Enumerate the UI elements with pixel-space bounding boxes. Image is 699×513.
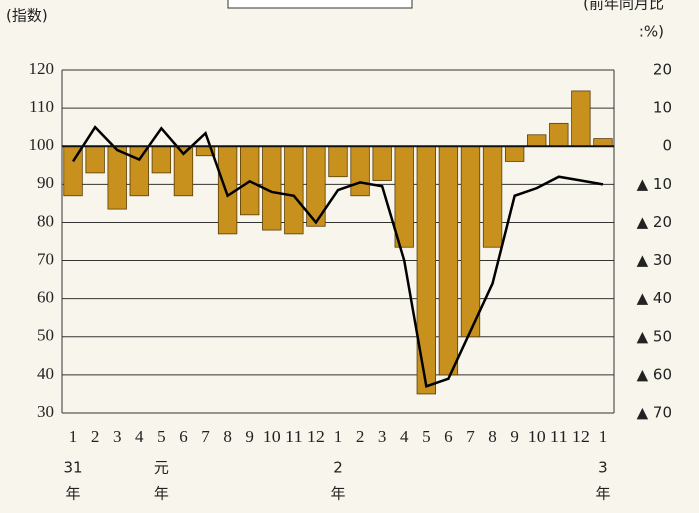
x-tick-label: 1 [334,427,343,446]
bar [482,145,503,248]
x-tick-label: 1 [69,427,78,446]
bar [107,145,127,210]
y-tick-label: 50 [37,326,54,345]
x-tick-label: 8 [223,427,232,446]
y2-tick-label: ▲ 20 [637,213,672,231]
bar [438,145,459,376]
y2-tick-label: ▲ 40 [637,289,672,307]
x-tick-label: 9 [245,427,254,446]
bar [151,145,172,174]
era-label: 年 [330,485,345,503]
x-tick-label: 7 [466,427,475,446]
y-tick-label: 90 [37,173,54,192]
y-tick-label: 100 [29,135,55,154]
y2-axis-label: :%) [639,23,664,41]
x-tick-label: 5 [157,427,166,446]
bar [350,145,370,197]
y2-tick-label: 10 [653,99,672,117]
legend-box [227,0,413,9]
era-label: 31 [63,459,82,477]
line [71,125,604,388]
y2-tick-label: ▲ 30 [637,251,672,269]
era-label: 年 [595,485,610,503]
y2-tick-label: ▲ 70 [637,404,672,422]
y2-tick-label: 20 [653,61,672,79]
y2-axis-label: (前年同月比 [583,0,664,13]
x-tick-label: 5 [422,427,431,446]
era-label: 3 [598,459,608,477]
bar [460,145,481,338]
y-axis-label: (指数) [6,7,48,25]
x-tick-label: 11 [550,427,568,446]
bar [549,122,569,147]
x-tick-label: 4 [135,427,144,446]
bar [571,90,591,147]
x-tick-label: 10 [528,427,546,446]
x-tick-label: 3 [113,427,122,446]
y-tick-label: 60 [37,288,54,307]
y-tick-label: 70 [37,249,54,268]
x-tick-label: 6 [179,427,188,446]
bar [328,145,348,178]
x-tick-label: 3 [378,427,387,446]
bar [416,145,436,395]
x-tick-label: 2 [91,427,100,446]
x-tick-label: 11 [285,427,303,446]
x-tick-label: 12 [307,427,325,446]
x-tick-label: 2 [356,427,365,446]
bar [593,138,613,147]
y2-tick-label: ▲ 60 [637,365,672,383]
era-label: 年 [154,485,169,503]
x-tick-label: 7 [201,427,210,446]
era-label: 2 [333,459,343,477]
bar [372,145,392,181]
y-tick-label: 120 [29,59,55,78]
x-tick-label: 9 [510,427,519,446]
y-tick-label: 40 [37,364,54,383]
x-tick-label: 10 [263,427,281,446]
y2-tick-label: 0 [662,137,672,155]
x-tick-label: 12 [572,427,590,446]
bar [394,145,414,248]
bar [504,145,525,162]
y-tick-label: 110 [29,97,54,116]
bar [527,134,547,147]
x-tick-label: 6 [444,427,453,446]
y-tick-label: 30 [37,402,54,421]
x-tick-label: 1 [599,427,608,446]
y2-tick-label: ▲ 50 [637,327,672,345]
era-label: 年 [66,485,81,503]
era-label: 元 [154,459,169,477]
x-tick-label: 8 [488,427,497,446]
x-tick-label: 4 [400,427,409,446]
y-tick-label: 80 [37,211,54,230]
y2-tick-label: ▲ 10 [637,175,672,193]
bar [284,145,304,235]
bar [85,145,105,174]
bar [129,145,149,197]
